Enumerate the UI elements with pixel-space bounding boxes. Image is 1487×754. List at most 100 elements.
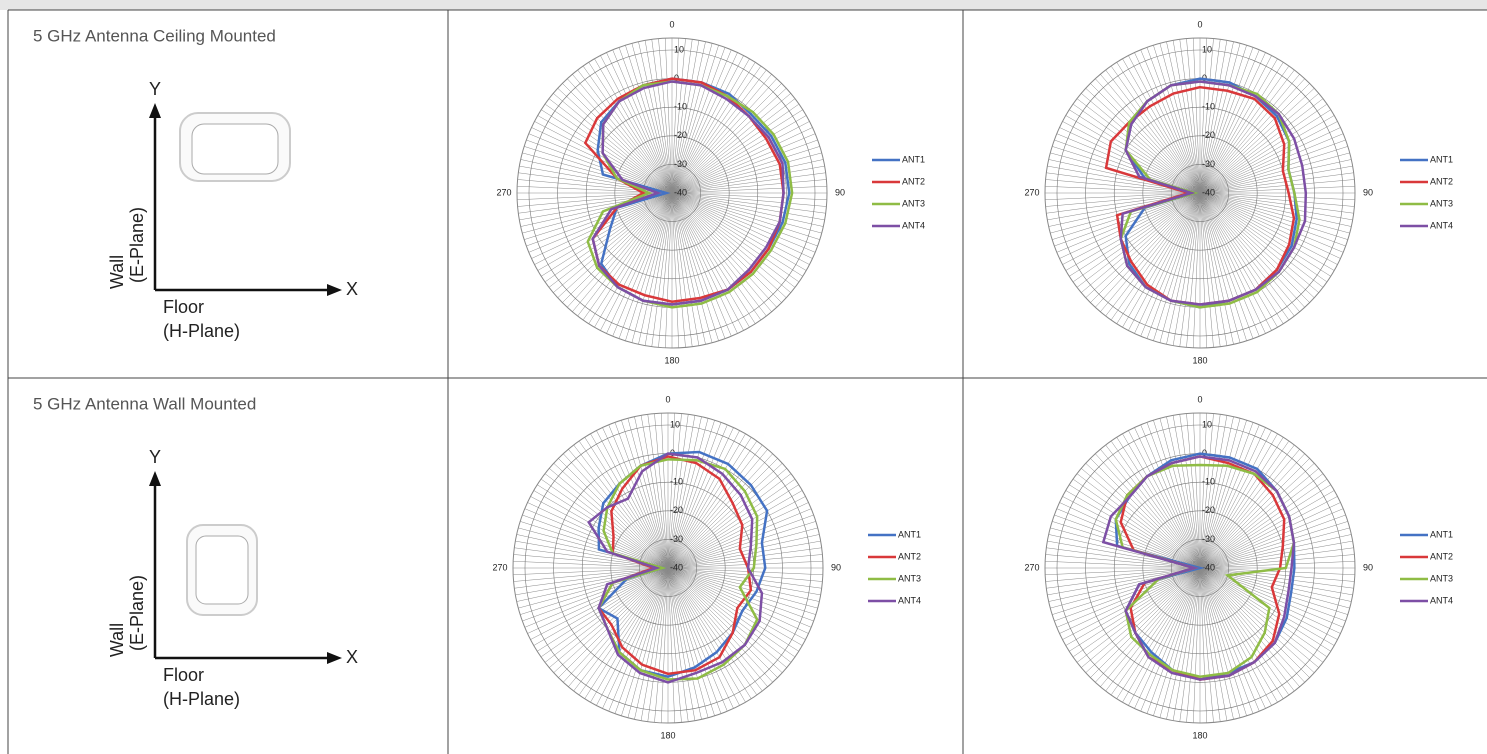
spoke <box>671 192 816 253</box>
spoke <box>1199 422 1254 569</box>
spoke <box>667 502 809 569</box>
spoke <box>1199 98 1324 194</box>
spoke <box>1199 567 1305 683</box>
spoke <box>651 192 673 347</box>
spoke <box>667 433 746 569</box>
spoke <box>671 88 787 194</box>
grid-ring <box>1171 539 1229 597</box>
spoke <box>1199 440 1290 569</box>
spoke <box>1199 192 1247 341</box>
spoke <box>1199 39 1221 194</box>
top-strip <box>0 0 1487 10</box>
spoke <box>568 449 669 569</box>
spoke <box>1105 444 1201 569</box>
spoke <box>1199 74 1300 194</box>
spoke <box>612 49 673 194</box>
spoke <box>667 567 752 699</box>
spoke <box>1122 567 1201 703</box>
axis-label: Y <box>149 447 161 467</box>
spoke <box>1072 567 1201 658</box>
spoke <box>520 521 669 569</box>
spoke <box>1122 433 1201 569</box>
legend-label: ANT1 <box>1430 154 1453 164</box>
spoke <box>1199 437 1284 569</box>
spoke <box>553 192 673 293</box>
spoke <box>1199 567 1315 673</box>
spoke <box>671 192 767 317</box>
r-tick-label: -40 <box>674 187 687 197</box>
spoke <box>671 152 822 194</box>
spoke <box>1140 192 1201 337</box>
spoke <box>1199 192 1344 253</box>
grid-ring <box>1056 49 1344 337</box>
spoke <box>1140 567 1201 712</box>
spoke <box>1134 52 1201 194</box>
spoke <box>1065 192 1201 271</box>
grid-ring <box>528 49 816 337</box>
spoke <box>671 192 800 283</box>
spoke <box>558 458 669 569</box>
spoke <box>1153 192 1201 341</box>
spoke <box>1065 115 1201 194</box>
spoke <box>667 567 768 687</box>
legend-label: ANT2 <box>1430 551 1453 561</box>
spoke <box>1179 39 1201 194</box>
spoke <box>606 52 673 194</box>
spoke <box>567 78 673 194</box>
spoke <box>1199 444 1295 569</box>
spoke <box>534 192 673 265</box>
spoke <box>1192 413 1201 569</box>
spoke <box>671 159 824 194</box>
spoke <box>1199 192 1352 227</box>
r-tick-label: -20 <box>1202 505 1215 515</box>
axis-label: Y <box>149 79 161 99</box>
spoke <box>544 103 673 194</box>
spoke <box>1199 420 1247 569</box>
arrow-head <box>327 284 342 296</box>
spoke <box>1128 192 1201 331</box>
spoke <box>667 414 689 569</box>
spoke <box>526 139 673 194</box>
spoke <box>1072 192 1201 283</box>
spoke <box>1199 418 1241 569</box>
spoke <box>667 478 796 569</box>
spoke <box>671 192 772 312</box>
spoke <box>1199 49 1260 194</box>
spoke <box>671 192 803 277</box>
spoke <box>667 567 734 709</box>
spoke <box>667 430 740 569</box>
spoke <box>667 567 823 576</box>
spoke <box>582 192 673 321</box>
theta-tick-label: 180 <box>660 730 675 740</box>
spoke <box>644 40 673 194</box>
spoke <box>667 567 787 668</box>
spoke <box>1090 192 1201 303</box>
spoke <box>1199 567 1272 706</box>
spoke <box>1116 192 1201 324</box>
spoke <box>1199 192 1324 288</box>
spoke <box>1199 52 1266 194</box>
spoke <box>563 453 669 569</box>
spoke <box>644 192 673 346</box>
series-line <box>583 77 785 303</box>
spoke <box>667 567 715 716</box>
device-face <box>191 123 279 175</box>
spoke <box>1199 192 1266 334</box>
spoke <box>600 192 673 331</box>
spoke <box>524 508 669 569</box>
spoke <box>671 121 810 194</box>
spoke <box>1110 440 1201 569</box>
spoke <box>667 473 792 569</box>
spoke <box>1166 192 1201 345</box>
spoke <box>1199 40 1228 194</box>
spoke <box>1085 88 1201 194</box>
spoke <box>1199 567 1266 709</box>
spoke <box>1199 146 1348 194</box>
grid-ring <box>524 424 812 712</box>
spoke <box>667 567 722 714</box>
series-line <box>587 452 764 684</box>
spoke <box>1076 192 1201 288</box>
